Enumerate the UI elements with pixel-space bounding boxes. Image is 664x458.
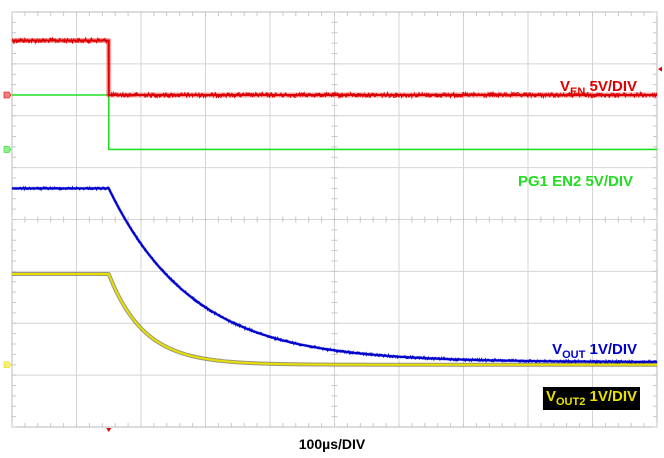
series-label-subscript: OUT2 xyxy=(556,396,585,408)
trigger-level-marker xyxy=(658,66,662,72)
trace-vout xyxy=(12,187,657,363)
series-label: VEN 5V/DIV xyxy=(560,78,637,98)
series-label-text: VEN 5V/DIV xyxy=(560,78,637,98)
series-label: VOUT2 1V/DIV xyxy=(542,387,640,410)
trigger-marker xyxy=(106,428,112,432)
trace-vout2 xyxy=(12,272,657,366)
x-axis-label: 100µs/DIV xyxy=(298,436,366,452)
channel-ground-marker xyxy=(3,91,12,99)
channel-ground-marker xyxy=(3,146,12,153)
trace-ven xyxy=(12,39,657,96)
series-label-tail: 5V/DIV xyxy=(585,78,637,95)
series-label-subscript: OUT xyxy=(562,349,586,361)
series-label-text: VOUT2 1V/DIV xyxy=(546,388,637,408)
channel-ground-marker xyxy=(3,361,12,369)
channel-markers xyxy=(3,66,662,432)
series-label-subscript: EN xyxy=(570,86,585,98)
series-label-tail: 1V/DIV xyxy=(585,388,637,405)
series-label: PG1 EN2 5V/DIV xyxy=(518,173,633,190)
series-label: VOUT 1V/DIV xyxy=(552,341,637,361)
graticule xyxy=(11,11,658,428)
series-label-main: V xyxy=(546,388,556,405)
series-label-tail: 1V/DIV xyxy=(585,341,637,358)
series-label-text: PG1 EN2 5V/DIV xyxy=(518,173,633,190)
trace-pg1-en2 xyxy=(12,94,657,151)
waveform-traces xyxy=(11,36,658,367)
series-label-main: PG1 EN2 5V/DIV xyxy=(518,173,633,190)
series-label-text: VOUT 1V/DIV xyxy=(552,341,637,361)
series-label-main: V xyxy=(552,341,562,358)
series-label-background xyxy=(542,387,640,410)
series-label-main: V xyxy=(560,78,570,95)
